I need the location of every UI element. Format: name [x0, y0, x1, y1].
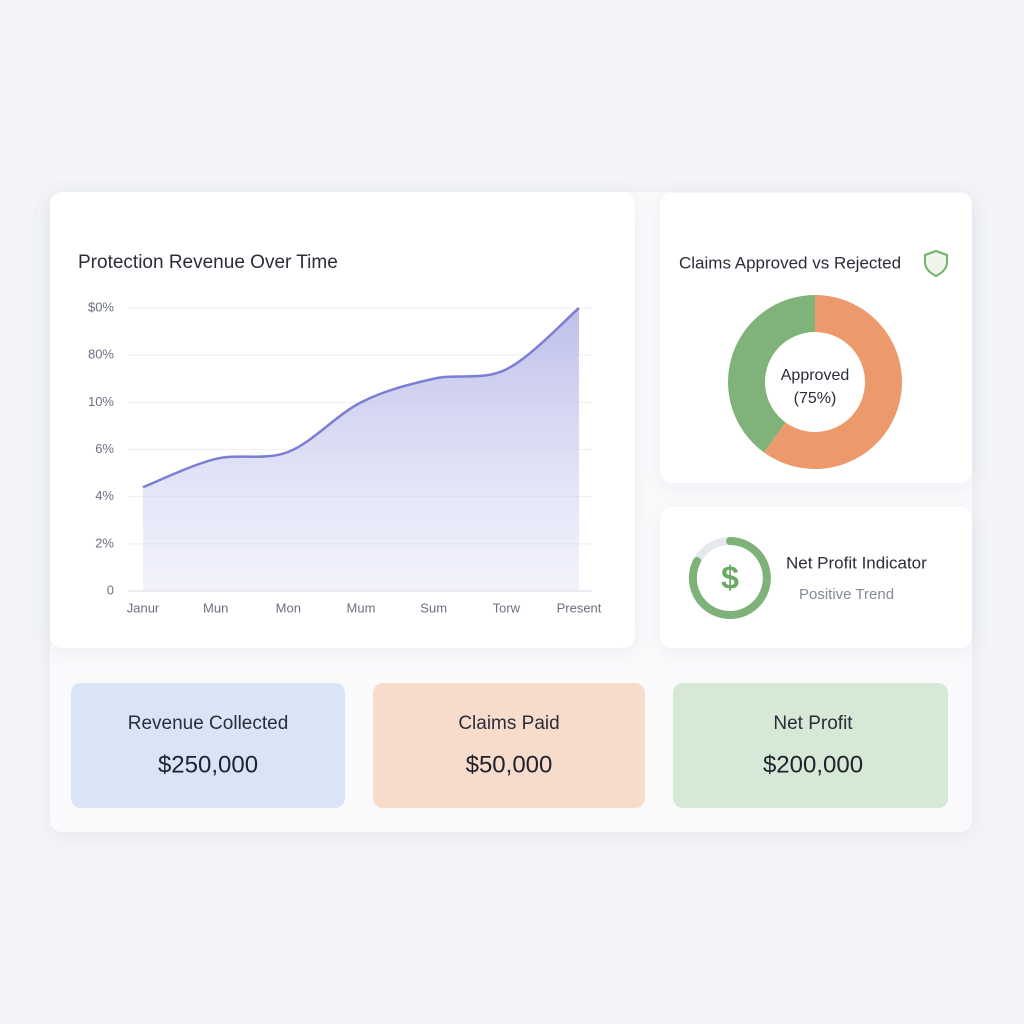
y-tick-label: 80%: [88, 347, 114, 362]
kpi-card: [71, 683, 345, 808]
y-tick-label: 10%: [88, 394, 114, 409]
area-fill: [143, 308, 579, 591]
donut-segment: [763, 295, 902, 469]
profit-card: [660, 507, 972, 648]
kpi-card: [373, 683, 645, 808]
y-tick-label: 0: [107, 582, 114, 597]
profit-title: Net Profit Indicator: [786, 553, 927, 572]
kpi-card: [673, 683, 948, 808]
x-tick-label: Janur: [127, 600, 160, 615]
x-tick-label: Sum: [420, 600, 447, 615]
x-tick-label: Mum: [347, 600, 376, 615]
kpi-label: Net Profit: [773, 713, 853, 734]
gauge-arc: [688, 537, 771, 619]
kpi-value: $250,000: [158, 751, 258, 778]
y-tick-label: 4%: [95, 488, 114, 503]
donut-segment: [727, 295, 815, 453]
y-tick-label: $0%: [88, 299, 114, 314]
donut-center-label: Approved: [781, 367, 850, 384]
kpi-value: $200,000: [763, 751, 863, 778]
kpi-label: Claims Paid: [458, 713, 559, 734]
kpi-label: Revenue Collected: [128, 713, 289, 734]
dollar-icon: $: [721, 559, 739, 595]
shield-icon: [924, 249, 948, 278]
donut-center-value: (75%): [794, 390, 837, 407]
x-tick-label: Present: [557, 600, 602, 615]
donut: [727, 295, 902, 469]
kpi-value: $50,000: [466, 751, 553, 778]
x-tick-label: Mon: [276, 600, 301, 615]
area-line: [142, 307, 580, 489]
x-tick-label: Mun: [203, 600, 228, 615]
y-tick-label: 2%: [95, 535, 114, 550]
x-tick-label: Torw: [493, 600, 521, 615]
profit-subtitle: Positive Trend: [799, 586, 894, 603]
chart-title: Protection Revenue Over Time: [78, 252, 338, 273]
claims-title: Claims Approved vs Rejected: [679, 253, 901, 272]
y-tick-label: 6%: [95, 441, 114, 456]
